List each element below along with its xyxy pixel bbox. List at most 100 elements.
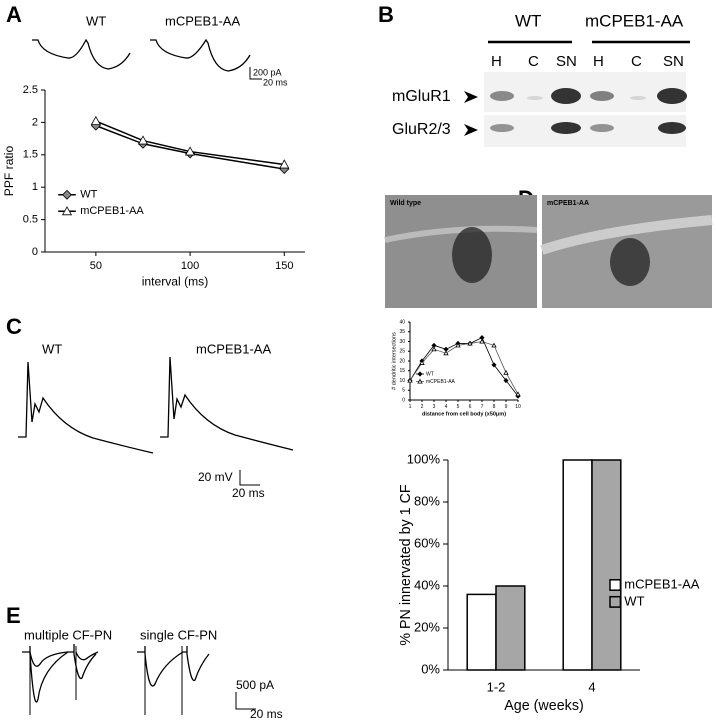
bar <box>591 459 622 671</box>
x-tick-label: 3 <box>433 404 436 410</box>
legend-marker <box>417 378 423 384</box>
trace-label: single CF-PN <box>140 627 217 642</box>
marker <box>90 115 101 126</box>
trace-label: WT <box>42 341 62 356</box>
x-tick-label: 8 <box>493 404 496 410</box>
trace <box>18 361 154 454</box>
series-line <box>95 124 285 170</box>
legend-marker <box>417 371 423 377</box>
x-tick-label: 6 <box>469 404 472 410</box>
legend-swatch <box>609 595 622 608</box>
legend-marker <box>61 206 73 216</box>
scale-label: 20 ms <box>263 77 288 87</box>
bar <box>495 585 526 671</box>
lane-label: H <box>593 53 604 70</box>
scale-label: 20 ms <box>250 707 283 720</box>
marker <box>419 360 425 365</box>
x-tick-label: 4 <box>588 680 595 695</box>
legend-label: mCPEB1-AA <box>80 205 144 217</box>
scale-label: 200 pA <box>253 67 282 77</box>
micrograph-detail <box>384 225 538 243</box>
lane-label: H <box>491 53 502 70</box>
image-label: mCPEB1-AA <box>547 200 589 207</box>
y-tick-label: 10 <box>399 378 405 384</box>
trace <box>29 651 99 667</box>
x-tick-label: 50 <box>90 260 102 272</box>
panel-label: E <box>6 603 21 628</box>
y-tick-label: 20% <box>414 619 440 634</box>
y-tick-label: 100% <box>407 451 441 466</box>
lane-label: SN <box>663 53 684 70</box>
marker <box>407 377 413 383</box>
x-tick-label: 1 <box>409 404 412 410</box>
legend-label: mCPEB1-AA <box>426 379 456 385</box>
x-tick-label: 100 <box>181 260 199 272</box>
y-axis-label: % PN innervated by 1 CF <box>398 484 414 646</box>
scale-label: 20 ms <box>232 486 265 500</box>
panel-label: C <box>6 314 22 339</box>
legend-swatch <box>609 579 622 591</box>
y-tick-label: 0.5 <box>23 214 38 226</box>
x-tick-label: 4 <box>445 404 448 410</box>
y-tick-label: 0 <box>402 397 405 403</box>
y-tick-label: 35 <box>399 329 405 335</box>
lane-label: C <box>631 53 642 70</box>
marker <box>467 340 473 346</box>
x-axis-label: distance from cell body (x50μm) <box>422 411 506 417</box>
y-tick-label: 2 <box>32 116 38 128</box>
x-tick-label: 10 <box>515 404 521 410</box>
y-tick-label: 2.5 <box>23 84 38 96</box>
marker <box>479 338 485 344</box>
micrograph-detail <box>540 215 713 255</box>
legend-marker <box>62 189 72 200</box>
marker <box>431 346 437 352</box>
marker <box>184 146 196 156</box>
legend-label: WT <box>80 189 97 201</box>
y-tick-label: 40 <box>399 319 405 325</box>
y-axis-label: PPF ratio <box>2 146 16 197</box>
panel-label: A <box>6 2 22 27</box>
bar <box>466 593 497 671</box>
legend-label: WT <box>426 371 434 377</box>
marker <box>515 391 521 397</box>
neuron <box>610 238 650 286</box>
marker <box>443 350 449 356</box>
y-tick-label: 0% <box>421 661 440 676</box>
y-tick-label: 30 <box>399 339 405 345</box>
y-tick-label: 1 <box>32 181 38 193</box>
legend-label: mCPEB1-AA <box>624 576 699 591</box>
scale-bar <box>235 692 256 710</box>
y-axis-label: # dendritic intersections <box>391 332 397 390</box>
y-tick-label: 15 <box>399 368 405 374</box>
group-label: mCPEB1-AA <box>585 11 684 30</box>
bar <box>562 459 593 671</box>
panel-label: B <box>378 2 394 27</box>
y-tick-label: 5 <box>402 388 405 394</box>
group-label: WT <box>515 11 541 30</box>
series-line <box>409 341 519 395</box>
series-line <box>95 120 285 166</box>
x-tick-label: 1-2 <box>487 680 506 695</box>
y-tick-label: 0 <box>32 246 38 258</box>
trace <box>32 38 131 70</box>
lane-label: C <box>528 53 539 70</box>
marker <box>491 342 497 348</box>
marker <box>503 377 509 384</box>
bands <box>490 88 687 134</box>
marker <box>491 362 497 368</box>
scale-label: 500 pA <box>236 678 274 692</box>
x-tick-label: 5 <box>457 404 460 410</box>
blot <box>484 115 686 147</box>
x-tick-label: 150 <box>275 260 293 272</box>
y-tick-label: 1.5 <box>23 149 38 161</box>
neuron <box>452 227 492 283</box>
y-tick-label: 25 <box>399 349 405 355</box>
x-axis-label: Age (weeks) <box>504 698 583 714</box>
trace <box>137 646 210 687</box>
x-tick-label: 9 <box>505 404 508 410</box>
arrow <box>464 91 478 136</box>
x-axis-label: interval (ms) <box>142 275 209 289</box>
row-label: mGluR1 <box>392 88 451 105</box>
trace-label: mCPEB1-AA <box>196 341 271 356</box>
